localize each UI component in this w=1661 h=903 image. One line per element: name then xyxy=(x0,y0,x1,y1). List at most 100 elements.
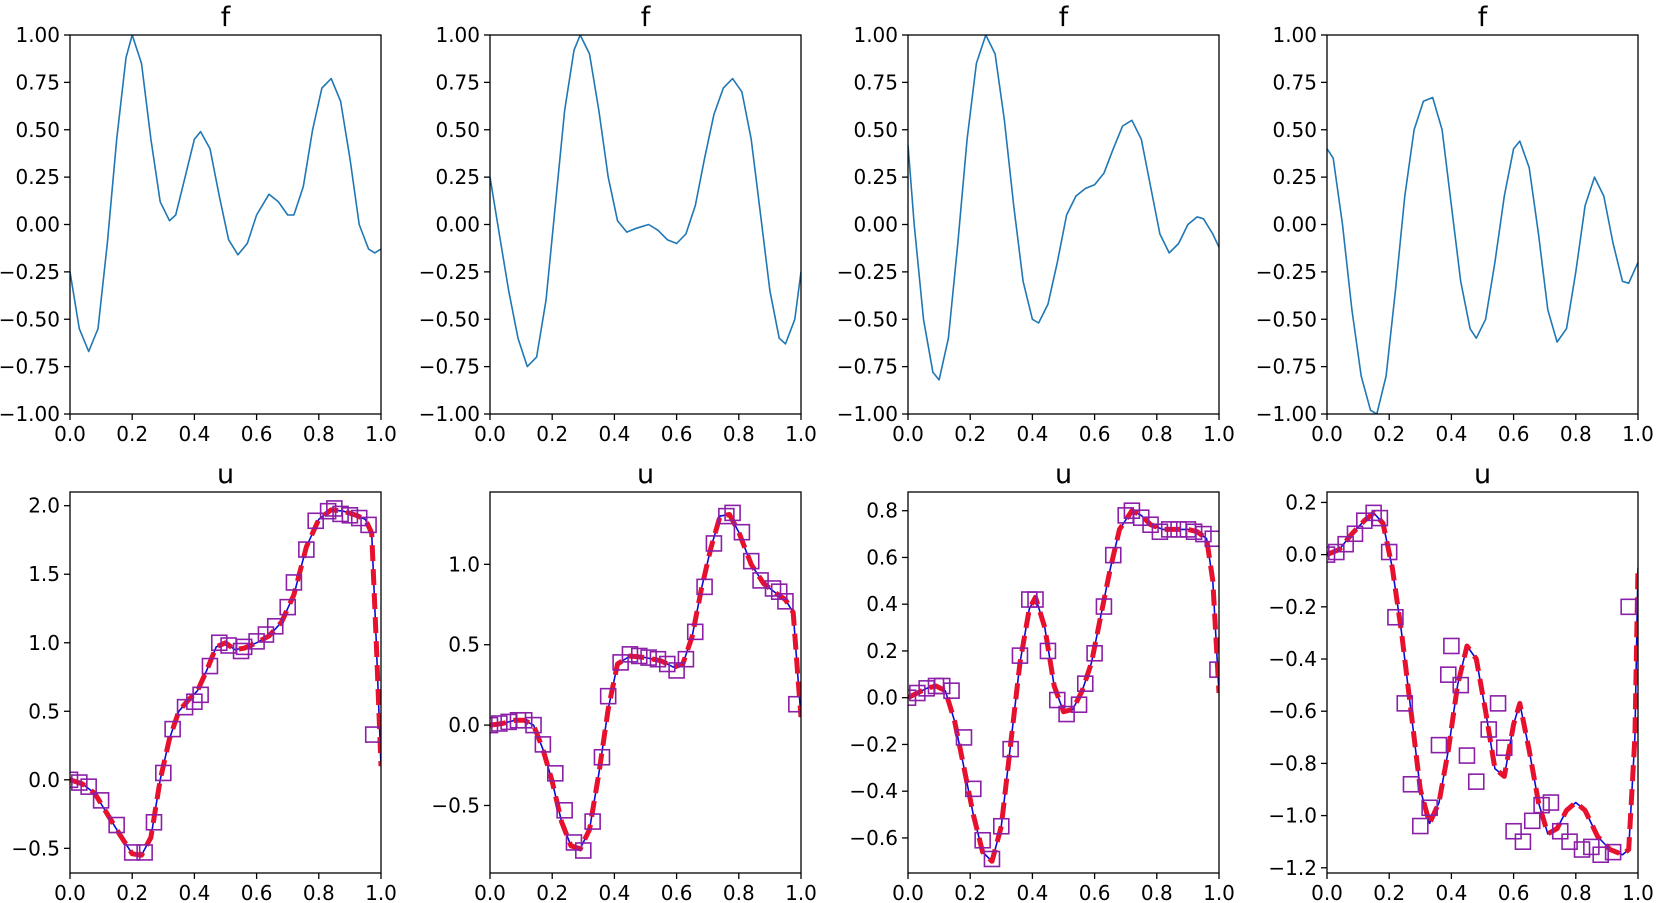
y-tick-label: −0.4 xyxy=(849,779,898,803)
x-tick-label: 0.8 xyxy=(1141,881,1173,903)
x-tick-label: 1.0 xyxy=(365,881,397,903)
square-marker xyxy=(1620,598,1637,616)
subplot-title: f xyxy=(1478,2,1489,33)
square-marker xyxy=(742,552,760,570)
x-tick-label: 0.2 xyxy=(954,881,986,903)
plot-area xyxy=(908,35,1219,381)
plot-area xyxy=(1327,504,1638,864)
square-marker xyxy=(525,716,542,734)
square-marker xyxy=(686,623,704,641)
axes-frame xyxy=(907,491,1220,874)
series-line xyxy=(70,509,381,856)
square-marker xyxy=(1480,721,1498,738)
square-marker xyxy=(1467,773,1485,790)
x-tick-label: 0.0 xyxy=(474,881,506,903)
y-tick-label: 0.50 xyxy=(1272,118,1317,142)
axes-frame xyxy=(1326,34,1639,415)
x-tick-label: 1.0 xyxy=(1622,422,1654,446)
square-marker xyxy=(71,774,88,791)
square-marker xyxy=(1412,817,1429,835)
series-line xyxy=(490,35,801,368)
square-marker xyxy=(943,682,960,699)
y-tick-label: −0.5 xyxy=(11,836,60,860)
square-marker xyxy=(298,541,315,558)
y-tick-label: 0.50 xyxy=(15,118,60,142)
y-tick-label: −1.00 xyxy=(0,402,60,426)
x-tick-label: 0.8 xyxy=(1560,881,1592,903)
square-marker xyxy=(908,689,917,706)
square-marker xyxy=(1039,642,1057,660)
x-tick-label: 1.0 xyxy=(1203,881,1235,903)
x-tick-label: 0.4 xyxy=(1435,422,1467,446)
square-marker xyxy=(909,684,926,702)
y-tick-label: −0.50 xyxy=(0,307,60,331)
y-tick-label: 0.2 xyxy=(866,639,898,663)
square-marker xyxy=(630,647,648,665)
square-marker xyxy=(621,646,639,663)
x-tick-label: 0.8 xyxy=(1560,422,1592,446)
square-marker xyxy=(279,598,297,616)
axes-frame xyxy=(489,491,802,874)
y-tick-label: −1.0 xyxy=(1268,804,1317,828)
y-tick-label: −0.2 xyxy=(849,732,898,756)
y-tick-label: −0.25 xyxy=(0,260,60,284)
y-tick-label: 0.25 xyxy=(435,165,480,189)
square-marker xyxy=(80,778,97,795)
square-marker xyxy=(201,657,219,675)
square-marker xyxy=(696,578,713,596)
y-tick-label: 0.75 xyxy=(853,70,898,94)
x-tick-label: 0.4 xyxy=(1016,881,1048,903)
axes-frame xyxy=(69,491,382,874)
x-tick-label: 0.6 xyxy=(1079,422,1111,446)
square-marker xyxy=(1195,525,1212,543)
square-marker xyxy=(1604,843,1622,861)
x-tick-label: 1.0 xyxy=(785,422,817,446)
series-line xyxy=(908,35,1219,381)
y-tick-label: −0.25 xyxy=(419,260,480,284)
square-marker xyxy=(668,662,685,679)
square-marker xyxy=(1573,841,1591,858)
square-marker xyxy=(1204,530,1219,548)
y-tick-label: −0.75 xyxy=(1256,355,1317,379)
y-tick-label: 1.00 xyxy=(853,23,898,47)
square-marker xyxy=(1533,796,1550,814)
y-tick-label: −0.75 xyxy=(837,355,898,379)
y-tick-label: 0.25 xyxy=(15,165,60,189)
y-tick-label: −0.25 xyxy=(837,260,898,284)
plot-area xyxy=(908,502,1219,868)
y-tick-label: −0.6 xyxy=(849,826,898,850)
square-marker xyxy=(490,716,499,734)
x-tick-label: 1.0 xyxy=(365,422,397,446)
square-marker xyxy=(136,844,153,861)
square-marker xyxy=(123,844,141,861)
x-tick-label: 0.6 xyxy=(1498,422,1530,446)
square-marker xyxy=(1337,535,1354,553)
x-tick-label: 1.0 xyxy=(1203,422,1235,446)
y-tick-label: 1.5 xyxy=(28,562,60,586)
square-marker xyxy=(341,506,359,524)
x-tick-label: 0.2 xyxy=(536,881,568,903)
y-tick-label: 0.00 xyxy=(853,213,898,237)
subplot-4: f 0.0 0.2 0.4 0.6 0.8 1.0 −1.00 −0.75 −0.50 −0.25 0… xyxy=(1256,2,1654,446)
subplot-8: u 0.0 0.2 0.4 0.6 0.8 1.0 −1.2 −1.0 −0.8 −0.6 −0.4 −… xyxy=(1268,459,1653,903)
x-tick-label: 0.0 xyxy=(54,422,86,446)
x-tick-label: 0.2 xyxy=(1373,881,1405,903)
square-marker xyxy=(1439,666,1457,683)
x-tick-label: 0.0 xyxy=(474,422,506,446)
subplot-title: u xyxy=(217,459,234,490)
square-marker xyxy=(1160,521,1178,538)
x-tick-label: 0.8 xyxy=(723,881,755,903)
square-marker xyxy=(1443,637,1460,655)
plot-area xyxy=(490,504,801,859)
y-tick-label: 0.00 xyxy=(15,213,60,237)
subplot-title: u xyxy=(637,459,654,490)
y-tick-label: 0.0 xyxy=(866,686,898,710)
axes-frame xyxy=(907,34,1220,415)
square-marker xyxy=(705,535,723,552)
square-marker xyxy=(1346,525,1364,543)
subplot-title: f xyxy=(221,2,232,33)
square-marker xyxy=(1209,661,1219,678)
square-marker xyxy=(788,695,801,713)
y-tick-label: −0.50 xyxy=(419,307,480,331)
square-marker xyxy=(1523,812,1541,830)
